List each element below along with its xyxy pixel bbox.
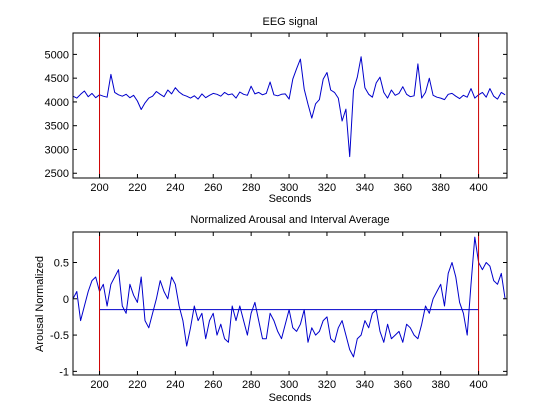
y-tick-label: -0.5 bbox=[50, 330, 69, 342]
arousal-chart-title: Normalized Arousal and Interval Average bbox=[190, 214, 389, 226]
x-tick-label: 360 bbox=[394, 379, 412, 391]
eeg-chart-title: EEG signal bbox=[262, 16, 317, 28]
axes-frame bbox=[72, 231, 508, 376]
x-tick-label: 200 bbox=[90, 379, 108, 391]
x-tick-label: 380 bbox=[431, 182, 449, 194]
x-tick-label: 360 bbox=[394, 182, 412, 194]
y-tick-label: 4000 bbox=[45, 97, 69, 109]
x-tick-label: 260 bbox=[204, 182, 222, 194]
y-tick-label: 2500 bbox=[45, 168, 69, 180]
eeg-x-axis-label: Seconds bbox=[269, 193, 312, 205]
series-line-0 bbox=[73, 236, 506, 358]
x-tick-label: 280 bbox=[242, 182, 260, 194]
y-tick-label: 3500 bbox=[45, 121, 69, 133]
y-tick-label: 5000 bbox=[45, 49, 69, 61]
x-tick-label: 220 bbox=[128, 182, 146, 194]
x-tick-label: 400 bbox=[469, 379, 487, 391]
y-tick-label: 0 bbox=[63, 294, 69, 306]
x-tick-label: 260 bbox=[204, 379, 222, 391]
series-line-0 bbox=[73, 56, 506, 158]
y-tick-label: 0.5 bbox=[54, 257, 69, 269]
eeg-plot-area: 200 220 240 260 280 300 320 340 360 380 400 2500 300… bbox=[45, 32, 508, 194]
eeg-signal-chart: EEG signal 200 220 240 260 280 300 320 340 360 38… bbox=[45, 16, 508, 205]
x-tick-label: 320 bbox=[318, 182, 336, 194]
axes-frame bbox=[72, 32, 508, 179]
x-tick-label: 220 bbox=[128, 379, 146, 391]
arousal-y-axis-label: Arousal Normalized bbox=[34, 256, 46, 352]
x-tick-label: 380 bbox=[431, 379, 449, 391]
y-tick-label: 4500 bbox=[45, 73, 69, 85]
x-tick-label: 240 bbox=[166, 379, 184, 391]
x-tick-label: 340 bbox=[356, 379, 374, 391]
y-tick-label: -1 bbox=[59, 366, 69, 378]
x-tick-label: 400 bbox=[469, 182, 487, 194]
x-tick-label: 300 bbox=[280, 379, 298, 391]
x-tick-label: 320 bbox=[318, 379, 336, 391]
y-tick-label: 3000 bbox=[45, 144, 69, 156]
x-tick-label: 240 bbox=[166, 182, 184, 194]
arousal-plot-area: 200 220 240 260 280 300 320 340 360 380 400 -1 -0.5 0… bbox=[50, 231, 508, 391]
x-tick-label: 340 bbox=[356, 182, 374, 194]
x-tick-label: 300 bbox=[280, 182, 298, 194]
arousal-x-axis-label: Seconds bbox=[269, 392, 312, 404]
arousal-chart: Normalized Arousal and Interval Average … bbox=[34, 214, 508, 404]
x-tick-label: 200 bbox=[90, 182, 108, 194]
x-tick-label: 280 bbox=[242, 379, 260, 391]
